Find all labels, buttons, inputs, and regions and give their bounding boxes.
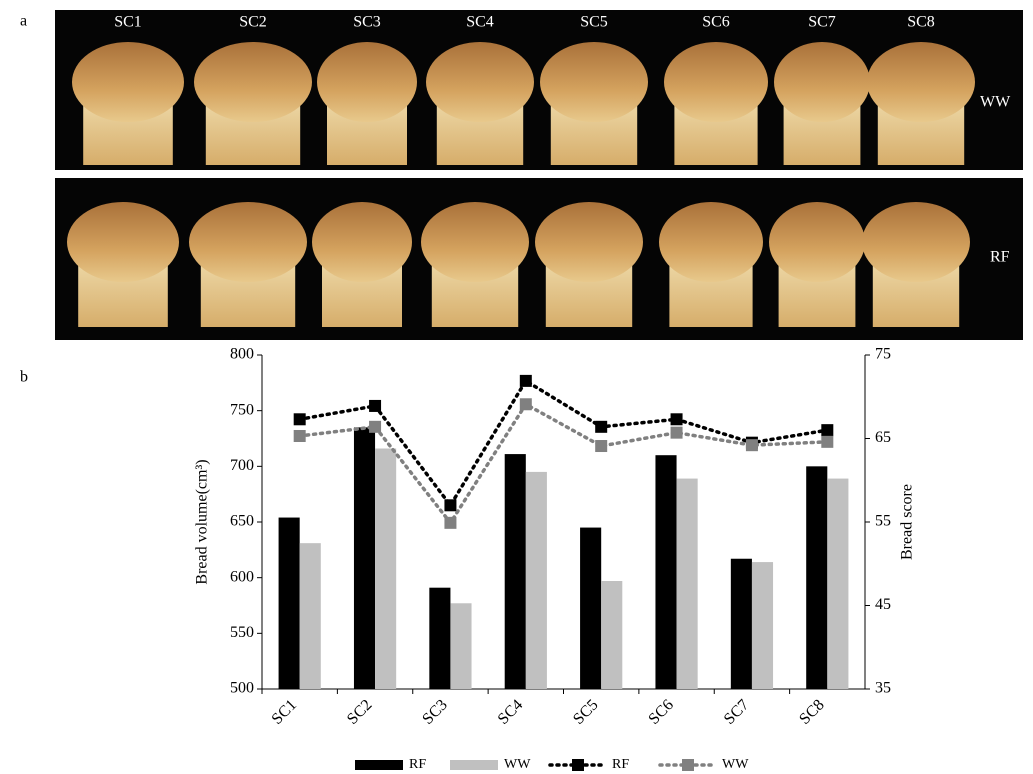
x-tick-label: SC1 [269,696,301,728]
column-label: SC6 [702,14,730,31]
column-label: SC1 [114,14,142,31]
score-marker [369,421,381,433]
column-label: SC3 [353,14,381,31]
score-marker [671,427,683,439]
column-label: SC7 [808,14,836,31]
y2-axis-label: Bread score [899,484,916,560]
row-label: WW [980,94,1011,111]
y2-tick-label: 55 [875,513,891,530]
y-tick-label: 500 [230,680,254,697]
loaf-top [862,202,970,282]
bar [429,588,450,689]
y-tick-label: 700 [230,457,254,474]
x-tick-label: SC3 [419,696,451,728]
row-label: RF [990,249,1010,266]
column-label: SC5 [580,14,608,31]
bar [505,454,526,689]
legend-label: RF [612,757,629,772]
y-tick-label: 550 [230,624,254,641]
loaf-top [317,42,417,122]
bar [354,427,375,689]
loaf-top [540,42,648,122]
score-marker [671,413,683,425]
loaf-top [72,42,184,122]
bar [677,479,698,689]
y2-tick-label: 35 [875,680,891,697]
panel-label: b [20,369,28,386]
column-label: SC8 [907,14,935,31]
score-marker [294,413,306,425]
score-marker [520,375,532,387]
loaf-top [67,202,179,282]
legend-label: RF [409,757,426,772]
score-marker [444,517,456,529]
column-label: SC2 [239,14,267,31]
score-marker [821,436,833,448]
score-marker [595,421,607,433]
legend-marker [572,759,584,771]
y-tick-label: 750 [230,401,254,418]
y2-tick-label: 45 [875,596,891,613]
bar [827,479,848,689]
bar [806,466,827,689]
column-label: SC4 [466,14,494,31]
loaf-top [535,202,643,282]
legend-label: WW [722,757,749,772]
loaf-top [867,42,975,122]
loaf-top [426,42,534,122]
bar [731,559,752,689]
loaf-top [769,202,865,282]
y-tick-label: 800 [230,346,254,363]
loaf-top [194,42,312,122]
figure: a b Bread volume(cm³) Bread score SC1 SC2… [0,0,1033,774]
x-tick-label: SC6 [645,696,677,728]
bar [300,543,321,689]
loaf-top [421,202,529,282]
loaf-top [664,42,768,122]
score-marker [746,439,758,451]
x-tick-label: SC4 [495,696,527,728]
x-tick-label: SC5 [570,696,602,728]
loaf-top [659,202,763,282]
panel-label: a [20,13,27,30]
loaf-top [189,202,307,282]
score-marker [369,400,381,412]
bar [655,455,676,689]
bar [752,562,773,689]
y-tick-label: 650 [230,513,254,530]
y2-tick-label: 65 [875,429,891,446]
bar [601,581,622,689]
bar [580,528,601,689]
bar [526,472,547,689]
x-tick-label: SC2 [344,696,376,728]
loaf-top [774,42,870,122]
y2-tick-label: 75 [875,346,891,363]
y-axis-label: Bread volume(cm³) [194,459,211,584]
bar [450,603,471,689]
legend-swatch [355,760,403,770]
x-tick-label: SC7 [721,696,753,728]
x-tick-label: SC8 [796,696,828,728]
legend-marker [682,759,694,771]
score-marker [595,440,607,452]
score-marker [444,499,456,511]
score-marker [520,398,532,410]
legend-label: WW [504,757,531,772]
legend-swatch [450,760,498,770]
bar [375,449,396,689]
loaf-top [312,202,412,282]
y-tick-label: 600 [230,568,254,585]
score-marker [294,430,306,442]
bar [279,518,300,689]
score-marker [821,424,833,436]
